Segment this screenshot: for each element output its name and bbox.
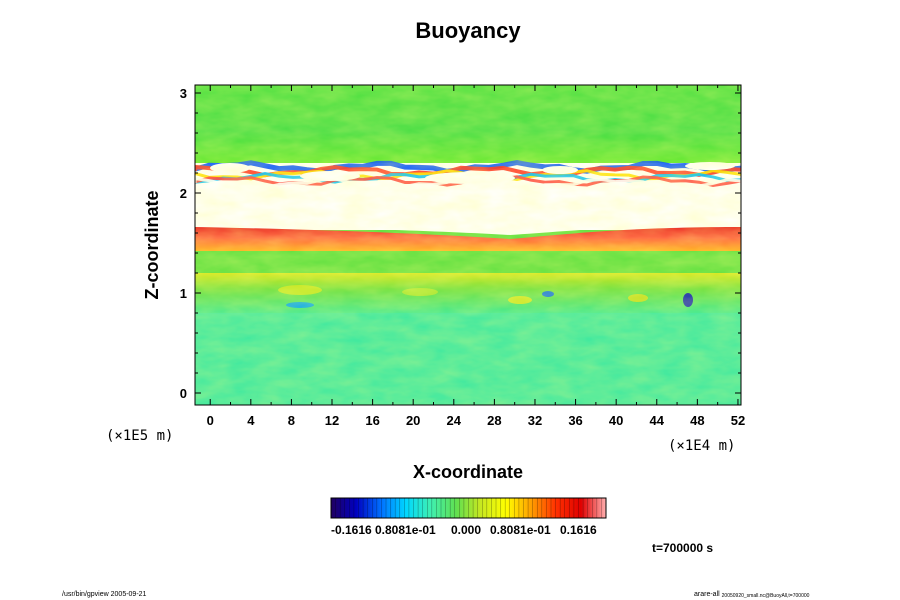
colorbar-label-4: 0.1616: [560, 523, 597, 537]
plot-frame: [194, 84, 742, 406]
x-axis-label: X-coordinate: [413, 462, 523, 482]
x-tick-label: 32: [528, 413, 542, 428]
x-tick-label: 40: [609, 413, 623, 428]
y-axis: 0 1 2 3: [180, 86, 741, 401]
x-unit-label: (×1E4 m): [668, 438, 735, 454]
footer-right-sub: 20050920_small.nc@BuoyAll,t=700000: [722, 593, 810, 599]
x-tick-label: 52: [731, 413, 745, 428]
y-tick-label: 0: [180, 386, 187, 401]
y-tick-label: 1: [180, 286, 187, 301]
x-tick-label: 44: [650, 413, 665, 428]
colorbar-label-3: 0.8081e-01: [490, 523, 551, 537]
x-tick-label: 48: [690, 413, 704, 428]
colorbar-bar: [330, 497, 607, 519]
colorbar-ticks: [330, 498, 607, 518]
field-texture: [195, 85, 741, 405]
x-tick-label: 20: [406, 413, 420, 428]
time-label: t=700000 s: [652, 541, 713, 555]
y-tick-label: 3: [180, 86, 187, 101]
y-unit-label: (×1E5 m): [106, 428, 173, 444]
colorbar: -0.1616 0.8081e-01 0.000 0.8081e-01 0.16…: [330, 497, 607, 537]
x-tick-label: 24: [447, 413, 462, 428]
footer-left: /usr/bin/gpview 2005-09-21: [62, 591, 147, 598]
colorbar-label-0: -0.1616: [331, 523, 372, 537]
colorbar-label-1: 0.8081e-01: [375, 523, 436, 537]
x-tick-label: 12: [325, 413, 339, 428]
x-tick-label: 4: [247, 413, 255, 428]
x-tick-label: 36: [568, 413, 582, 428]
x-tick-label: 16: [365, 413, 379, 428]
y-tick-label: 2: [180, 186, 187, 201]
x-tick-label: 8: [288, 413, 295, 428]
heatmap-field: [195, 85, 741, 405]
footer-right: arare-all 20050920_small.nc@BuoyAll,t=70…: [694, 591, 810, 599]
chart-title: Buoyancy: [415, 18, 521, 43]
x-axis: 0 4 8 12 16 20 24 28 32 36 40 44 48 52: [207, 85, 745, 428]
y-axis-label: Z-coordinate: [142, 190, 162, 299]
x-tick-label: 28: [487, 413, 501, 428]
colorbar-label-2: 0.000: [451, 523, 481, 537]
footer-right-main: arare-all: [694, 591, 720, 598]
x-tick-label: 0: [207, 413, 214, 428]
